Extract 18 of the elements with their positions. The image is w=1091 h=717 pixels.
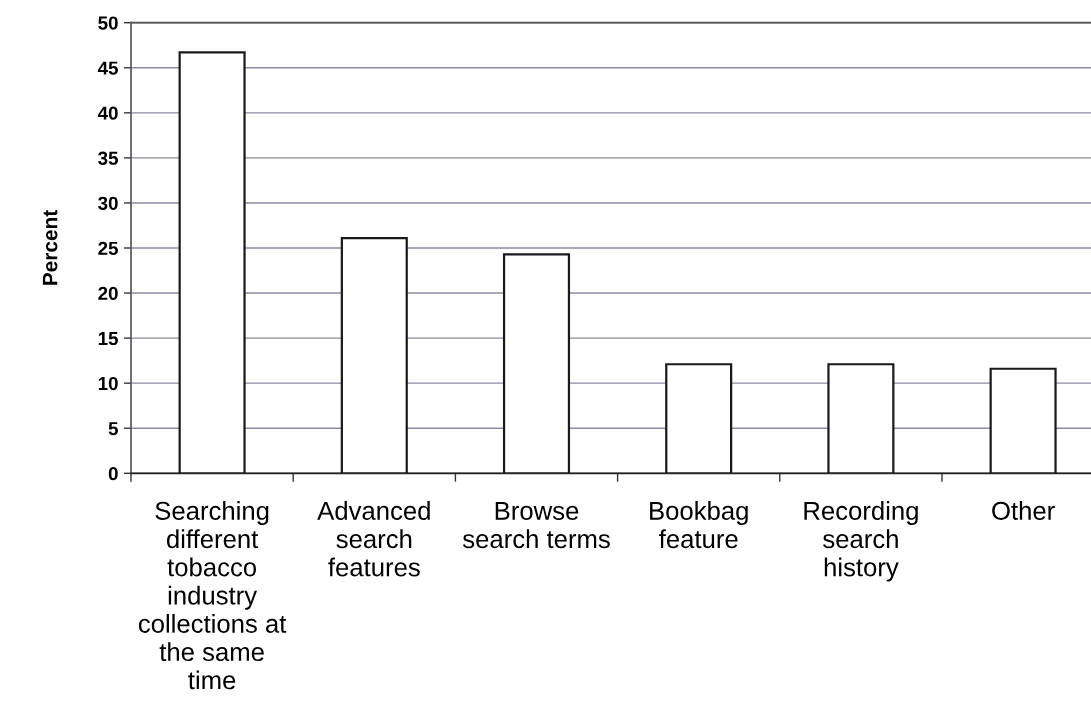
y-tick-label: 40 <box>97 106 118 120</box>
x-tick-label: Searching different tobacco industry collections at the same time <box>138 501 287 690</box>
y-tick-label: 35 <box>98 151 118 165</box>
y-tick-label: 45 <box>97 61 118 75</box>
y-axis-title: Percent <box>42 210 58 285</box>
y-tick-label: 50 <box>98 16 118 30</box>
x-tick-label: Advanced search features <box>317 501 430 577</box>
x-tick-label: Recording search history <box>804 501 918 582</box>
x-tick-label: Other <box>992 501 1055 520</box>
x-tick-label: Bookbag feature <box>650 501 748 549</box>
y-tick-label: 5 <box>108 422 118 436</box>
y-tick-label: 30 <box>98 196 118 210</box>
y-tick-label: 0 <box>108 467 118 481</box>
y-tick-label: 10 <box>98 376 118 391</box>
y-tick-label: 25 <box>98 241 118 255</box>
y-tick-label: 15 <box>98 332 118 346</box>
x-tick-label: Browse search terms <box>462 502 610 549</box>
y-tick-label: 20 <box>98 286 118 301</box>
